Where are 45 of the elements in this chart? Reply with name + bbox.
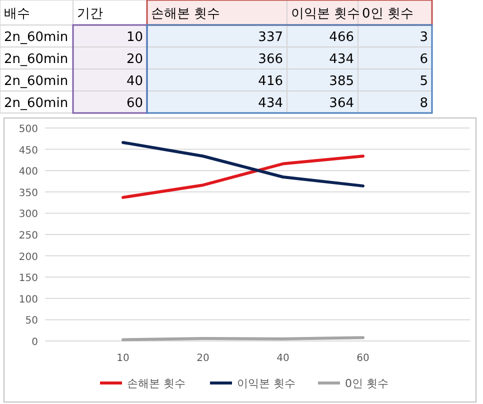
text: 60 (126, 96, 143, 111)
y-tick-label: 450 (18, 145, 38, 156)
x-tick-label: 20 (196, 353, 210, 364)
y-tick-label: 100 (18, 294, 38, 306)
text: 2n_60min (4, 52, 68, 67)
text: 20 (126, 52, 143, 67)
text: 2n_60min (4, 96, 68, 111)
y-tick-label: 250 (18, 230, 38, 242)
text: 466 (329, 30, 354, 45)
text: 364 (329, 96, 354, 111)
legend-label: 손해본 횟수 (127, 377, 186, 390)
text: 434 (258, 96, 283, 111)
text: 416 (258, 74, 283, 89)
text: 385 (329, 74, 354, 89)
text: 기간 (77, 6, 103, 22)
y-tick-label: 0 (32, 337, 38, 348)
text: 5 (420, 74, 428, 89)
y-tick-label: 500 (18, 124, 38, 135)
x-tick-label: 60 (356, 353, 370, 364)
text: 2n_60min (4, 74, 68, 89)
text: 8 (420, 96, 428, 111)
y-tick-label: 300 (18, 209, 38, 220)
text: 10 (126, 30, 143, 45)
text: 이익본 횟수 (291, 6, 360, 22)
y-tick-label: 350 (18, 188, 38, 199)
x-tick-label: 10 (116, 353, 130, 364)
legend-label: 0인 횟수 (345, 377, 388, 390)
y-tick-label: 50 (25, 316, 38, 327)
line-series (122, 140, 364, 188)
text: 0인 횟수 (362, 6, 414, 22)
text: 배수 (4, 6, 30, 22)
text: 3 (420, 30, 428, 45)
line-series (122, 154, 364, 199)
text: 366 (258, 52, 283, 67)
text: 6 (420, 52, 428, 67)
x-tick-label: 40 (276, 353, 290, 364)
text: 434 (329, 52, 354, 67)
y-tick-label: 200 (18, 252, 38, 263)
text: 40 (126, 74, 143, 89)
legend-label: 이익본 횟수 (237, 377, 296, 390)
y-tick-label: 150 (18, 273, 38, 284)
text: 2n_60min (4, 30, 68, 45)
text: 손해본 횟수 (151, 6, 220, 22)
y-tick-label: 400 (18, 166, 38, 178)
text: 337 (258, 30, 283, 45)
